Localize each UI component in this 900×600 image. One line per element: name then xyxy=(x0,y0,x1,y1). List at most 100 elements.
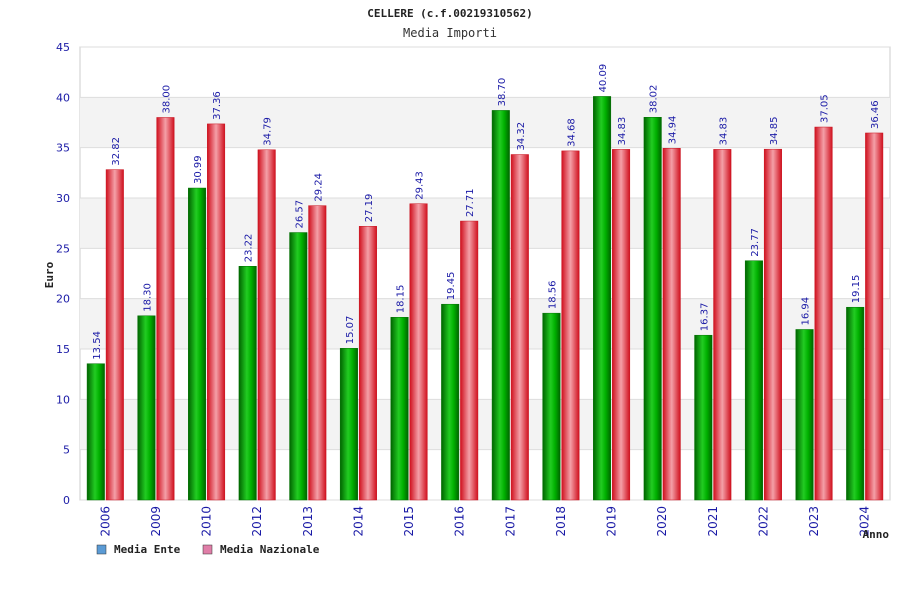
data-label: 29.43 xyxy=(415,171,426,200)
data-label: 18.30 xyxy=(142,283,153,312)
legend-swatch-media-nazionale xyxy=(202,544,213,555)
y-tick-label: 15 xyxy=(56,343,70,356)
bar-media-nazionale-2016 xyxy=(460,220,479,501)
bar-media-ente-2009 xyxy=(137,315,156,501)
data-label: 36.46 xyxy=(870,100,881,129)
bar-media-ente-2022 xyxy=(744,260,763,501)
bar-media-ente-2024 xyxy=(846,306,865,501)
data-label: 34.68 xyxy=(566,118,577,147)
y-tick-label: 0 xyxy=(63,494,70,507)
data-label: 37.05 xyxy=(820,94,831,123)
y-tick-label: 25 xyxy=(56,242,70,255)
bar-media-ente-2020 xyxy=(643,117,662,501)
data-label: 34.79 xyxy=(263,117,274,146)
data-label: 30.99 xyxy=(193,155,204,184)
legend-swatch-media-ente xyxy=(96,544,107,555)
bar-media-nazionale-2013 xyxy=(308,205,327,501)
data-label: 19.15 xyxy=(851,275,862,304)
bar-media-nazionale-2009 xyxy=(156,117,175,501)
data-label: 34.83 xyxy=(718,117,729,146)
x-tick-label: 2022 xyxy=(756,506,770,537)
chart-subtitle: Media Importi xyxy=(403,26,497,40)
x-tick-label: 2013 xyxy=(301,506,315,537)
data-label: 18.15 xyxy=(396,285,407,314)
bar-media-nazionale-2024 xyxy=(865,132,884,501)
y-tick-label: 30 xyxy=(56,192,70,205)
data-label: 37.36 xyxy=(212,91,223,120)
x-tick-label: 2019 xyxy=(605,506,619,537)
bar-media-nazionale-2006 xyxy=(105,169,124,501)
bar-media-nazionale-2021 xyxy=(713,149,732,501)
data-label: 34.94 xyxy=(668,116,679,145)
data-label: 38.00 xyxy=(161,85,172,114)
bar-media-nazionale-2017 xyxy=(510,154,529,501)
data-label: 27.19 xyxy=(364,194,375,223)
data-label: 23.22 xyxy=(244,234,255,263)
data-label: 38.02 xyxy=(649,85,660,114)
bar-media-ente-2012 xyxy=(238,266,257,501)
legend: Media Ente Media Nazionale xyxy=(96,543,320,556)
x-tick-label: 2018 xyxy=(554,506,568,537)
bar-media-ente-2017 xyxy=(491,110,510,501)
data-label: 34.85 xyxy=(769,117,780,146)
bar-media-nazionale-2019 xyxy=(612,149,631,501)
bar-media-ente-2021 xyxy=(694,334,713,501)
bar-media-ente-2018 xyxy=(542,312,561,501)
x-tick-label: 2016 xyxy=(453,506,467,537)
bar-media-nazionale-2018 xyxy=(561,150,580,501)
y-tick-label: 35 xyxy=(56,142,70,155)
legend-label-media-ente: Media Ente xyxy=(114,543,181,556)
data-label: 26.57 xyxy=(294,200,305,229)
x-axis-title: Anno xyxy=(863,528,890,541)
data-label: 38.70 xyxy=(497,78,508,107)
bar-media-nazionale-2020 xyxy=(662,148,681,501)
x-tick-label: 2015 xyxy=(402,506,416,537)
data-label: 13.54 xyxy=(92,331,103,360)
x-tick-label: 2009 xyxy=(149,506,163,537)
x-tick-label: 2006 xyxy=(98,506,112,537)
data-label: 23.77 xyxy=(750,228,761,257)
x-tick-label: 2020 xyxy=(655,506,669,537)
bar-media-ente-2016 xyxy=(441,303,460,501)
bar-media-nazionale-2014 xyxy=(358,226,377,501)
x-axis-ticks: 2006 2009 2010 2012 2013 2014 2015 2016 2017 2018… xyxy=(98,506,871,537)
chart-title: CELLERE (c.f.00219310562) xyxy=(367,7,533,20)
y-axis-title: Euro xyxy=(43,261,56,288)
bar-media-nazionale-2023 xyxy=(814,126,833,501)
data-label: 32.82 xyxy=(111,137,122,166)
y-tick-label: 20 xyxy=(56,293,70,306)
bar-media-ente-2019 xyxy=(593,96,612,501)
bar-media-nazionale-2015 xyxy=(409,203,428,501)
x-tick-label: 2017 xyxy=(503,506,517,537)
bar-media-ente-2015 xyxy=(390,317,409,501)
data-label: 34.83 xyxy=(617,117,628,146)
bar-media-ente-2023 xyxy=(795,329,814,501)
bar-media-nazionale-2010 xyxy=(207,123,226,501)
bar-media-ente-2013 xyxy=(289,232,308,501)
y-tick-label: 45 xyxy=(56,41,70,54)
data-label: 40.09 xyxy=(598,64,609,93)
data-label: 15.07 xyxy=(345,316,356,345)
legend-label-media-nazionale: Media Nazionale xyxy=(220,543,320,556)
y-tick-label: 40 xyxy=(56,91,70,104)
y-tick-label: 10 xyxy=(56,393,70,406)
x-tick-label: 2023 xyxy=(807,506,821,537)
bar-media-nazionale-2022 xyxy=(763,148,782,501)
bar-media-nazionale-2012 xyxy=(257,149,276,501)
x-tick-label: 2010 xyxy=(200,506,214,537)
y-tick-label: 5 xyxy=(63,444,70,457)
data-label: 16.37 xyxy=(699,303,710,332)
bars: 13.54 32.82 18.30 38.00 30.99 37.36 23.22 34.79… xyxy=(86,64,884,501)
x-tick-label: 2021 xyxy=(706,506,720,537)
data-label: 16.94 xyxy=(801,297,812,326)
data-label: 19.45 xyxy=(446,272,457,301)
data-label: 18.56 xyxy=(547,281,558,310)
x-tick-label: 2014 xyxy=(351,506,365,537)
bar-media-ente-2010 xyxy=(188,187,207,501)
data-label: 34.32 xyxy=(516,122,527,151)
data-label: 27.71 xyxy=(465,188,476,217)
x-tick-label: 2012 xyxy=(250,506,264,537)
data-label: 29.24 xyxy=(313,173,324,202)
bar-media-ente-2014 xyxy=(339,348,358,501)
x-tick-label: 2024 xyxy=(858,506,872,537)
